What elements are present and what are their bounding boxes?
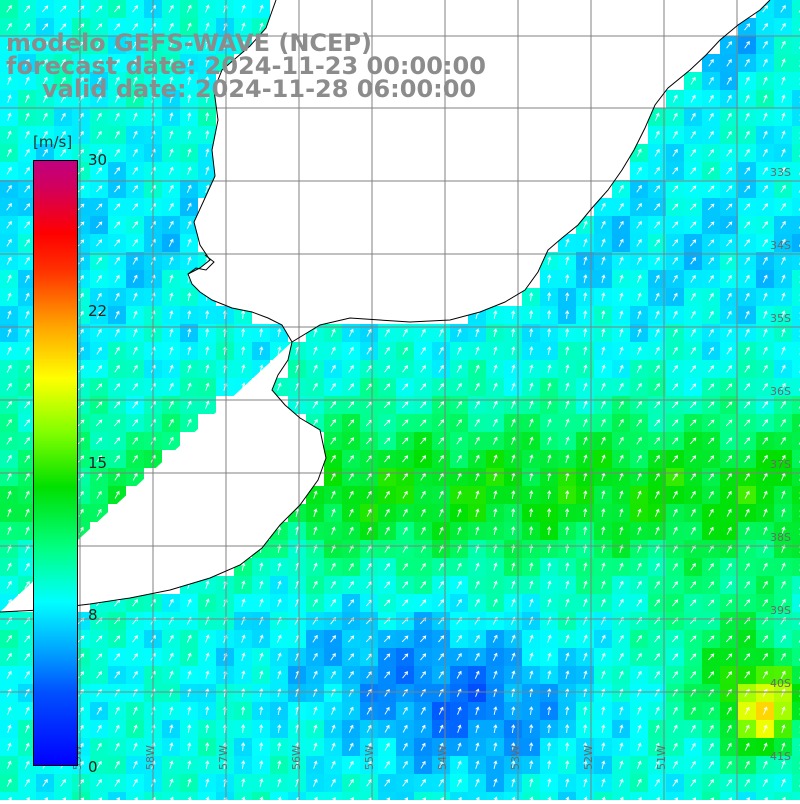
latitude-label: 38S xyxy=(770,531,791,544)
longitude-label: 54W xyxy=(436,745,449,770)
wind-speed-cell xyxy=(792,234,800,252)
wind-speed-cell xyxy=(792,612,800,630)
wind-speed-cell xyxy=(792,720,800,738)
colorbar-tick-30: 30 xyxy=(88,151,107,169)
wind-speed-cell xyxy=(792,288,800,306)
longitude-label: 55W xyxy=(363,745,376,770)
latitude-label: 41S xyxy=(770,750,791,763)
wind-speed-cell xyxy=(792,180,800,198)
wind-speed-cell xyxy=(558,792,576,800)
wind-speed-cell xyxy=(792,630,800,648)
wind-speed-cell xyxy=(792,756,800,774)
wind-speed-cell xyxy=(792,522,800,540)
wind-speed-cell xyxy=(792,36,800,54)
wind-speed-cell xyxy=(792,162,800,180)
wind-speed-cell xyxy=(792,252,800,270)
wind-speed-cell xyxy=(792,144,800,162)
wind-speed-cell xyxy=(792,306,800,324)
wind-speed-cell xyxy=(792,684,800,702)
wind-speed-cell xyxy=(792,486,800,504)
colorbar-unit: [m/s] xyxy=(33,133,72,151)
wind-speed-cell xyxy=(792,54,800,72)
longitude-label: 56W xyxy=(290,745,303,770)
colorbar-tick-0: 0 xyxy=(88,758,98,776)
wind-speed-cell xyxy=(792,468,800,486)
wind-speed-cell xyxy=(792,198,800,216)
wind-speed-cell xyxy=(792,0,800,18)
wind-speed-cell xyxy=(522,792,540,800)
latitude-label: 37S xyxy=(770,458,791,471)
wind-speed-cell xyxy=(792,540,800,558)
wind-speed-cell xyxy=(792,648,800,666)
wind-speed-cell xyxy=(792,432,800,450)
latitude-label: 40S xyxy=(770,677,791,690)
latitude-label: 34S xyxy=(770,239,791,252)
wind-speed-cell xyxy=(792,378,800,396)
wind-speed-cell xyxy=(792,108,800,126)
latitude-label: 33S xyxy=(770,166,791,179)
wind-speed-cell xyxy=(792,558,800,576)
wind-speed-cell xyxy=(792,576,800,594)
wind-speed-cell xyxy=(792,504,800,522)
wind-speed-cell xyxy=(234,792,252,800)
colorbar-tick-8: 8 xyxy=(88,606,98,624)
colorbar xyxy=(33,160,78,766)
longitude-label: 57W xyxy=(217,745,230,770)
latitude-label: 35S xyxy=(770,312,791,325)
title-valid-date: valid date: 2024-11-28 06:00:00 xyxy=(42,76,476,102)
longitude-label: 53W xyxy=(509,745,522,770)
wind-speed-cell xyxy=(792,792,800,800)
latitude-label: 36S xyxy=(770,385,791,398)
colorbar-tick-15: 15 xyxy=(88,454,107,472)
wind-speed-cell xyxy=(792,90,800,108)
wind-speed-cell xyxy=(792,702,800,720)
wind-speed-cell xyxy=(540,792,558,800)
wind-speed-cell xyxy=(792,738,800,756)
wind-speed-cell xyxy=(792,270,800,288)
wind-speed-cell xyxy=(792,594,800,612)
wind-speed-cell xyxy=(792,666,800,684)
wind-speed-cell xyxy=(792,18,800,36)
colorbar-tick-22: 22 xyxy=(88,302,107,320)
wind-speed-cell xyxy=(792,126,800,144)
wind-speed-cell xyxy=(792,360,800,378)
wind-speed-cell xyxy=(792,72,800,90)
longitude-label: 51W xyxy=(655,745,668,770)
wind-speed-cell xyxy=(792,342,800,360)
wind-speed-cell xyxy=(792,216,800,234)
wind-speed-cell xyxy=(792,396,800,414)
wind-speed-cell xyxy=(792,450,800,468)
latitude-label: 39S xyxy=(770,604,791,617)
longitude-label: 58W xyxy=(144,745,157,770)
wind-speed-cell xyxy=(792,414,800,432)
wind-speed-cell xyxy=(216,792,234,800)
wind-speed-cell xyxy=(792,774,800,792)
longitude-label: 52W xyxy=(582,745,595,770)
